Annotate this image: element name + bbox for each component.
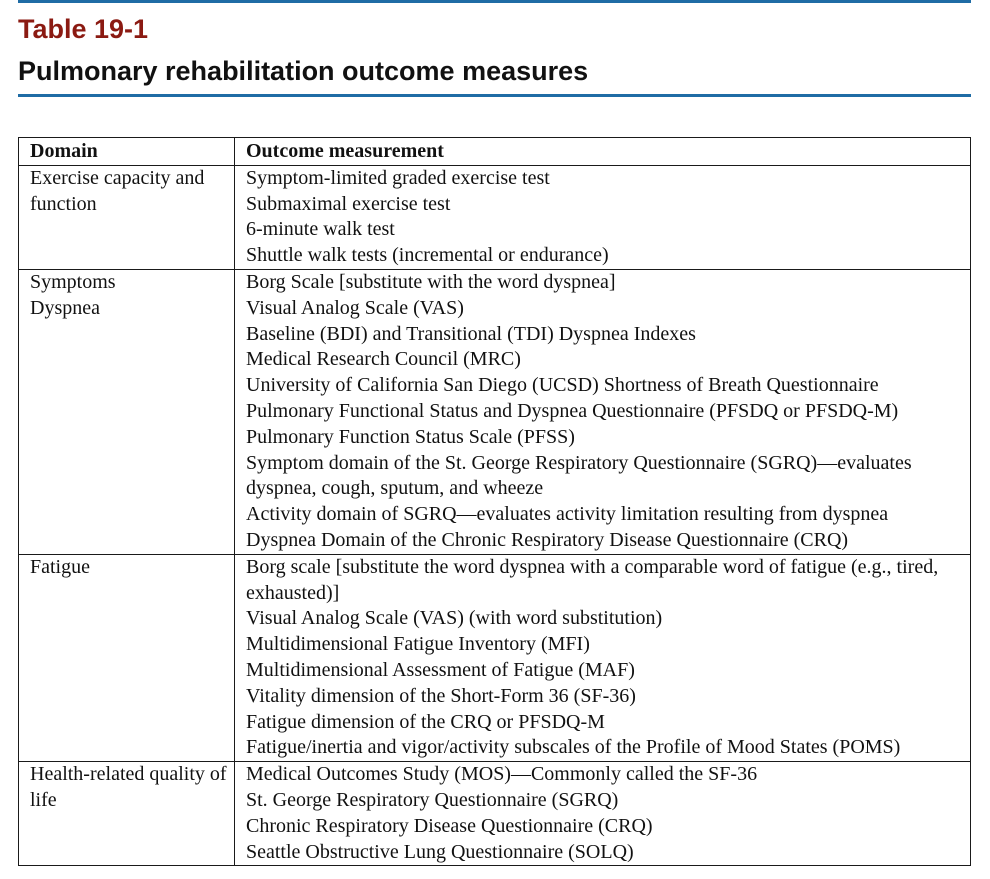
measures-cell: Symptom-limited graded exercise test Sub… [234,164,971,270]
measure-item: Medical Outcomes Study (MOS)—Commonly ca… [246,763,758,786]
domain-cell: Fatigue [18,553,235,763]
table-row: Exercise capacity and function Symptom-l… [18,164,971,270]
table-row: Fatigue Borg scale [substitute the word … [18,553,971,763]
table-header-row: Domain Outcome measurement [18,137,971,166]
measure-item: Submaximal exercise test [246,192,451,215]
measure-item: Chronic Respiratory Disease Questionnair… [246,814,653,837]
measure-item: Symptom-limited graded exercise test [246,166,550,189]
measure-item: Dyspnea Domain of the Chronic Respirator… [246,528,849,551]
domain-cell: Exercise capacity and function [18,164,235,270]
table-row: Symptoms Dyspnea Borg Scale [substitute … [18,268,971,555]
domain-label: Exercise capacity and function [30,166,205,215]
domain-sublabel: Dyspnea [30,296,100,319]
measure-item: Activity domain of SGRQ—evaluates activi… [246,503,889,526]
measure-item: Pulmonary Functional Status and Dyspnea … [246,399,899,422]
measure-item: Symptom domain of the St. George Respira… [246,451,912,500]
measure-item: University of California San Diego (UCSD… [246,374,879,397]
measure-item: Visual Analog Scale (VAS) [246,296,464,319]
measure-item: Pulmonary Function Status Scale (PFSS) [246,425,575,448]
measure-item: St. George Respiratory Questionnaire (SG… [246,788,619,811]
measures-cell: Borg scale [substitute the word dyspnea … [234,553,971,763]
table-title: Pulmonary rehabilitation outcome measure… [18,56,589,86]
measure-item: Fatigue dimension of the CRQ or PFSDQ-M [246,710,605,733]
title-rule [18,94,971,97]
domain-cell: Symptoms Dyspnea [18,268,235,555]
measure-item: Vitality dimension of the Short-Form 36 … [246,684,636,707]
measure-item: Shuttle walk tests (incremental or endur… [246,244,609,267]
measure-item: 6-minute walk test [246,218,395,241]
measure-item: Baseline (BDI) and Transitional (TDI) Dy… [246,322,696,345]
outcome-measures-table: Domain Outcome measurement Exercise capa… [18,137,971,867]
measure-item: Seattle Obstructive Lung Questionnaire (… [246,840,634,863]
measure-item: Borg Scale [substitute with the word dys… [246,270,616,293]
measure-item: Multidimensional Fatigue Inventory (MFI) [246,633,590,656]
measure-item: Medical Research Council (MRC) [246,348,521,371]
table-number-label: Table 19-1 [18,14,149,44]
column-header-outcome: Outcome measurement [234,137,971,166]
domain-label: Symptoms [30,270,116,293]
measures-cell: Medical Outcomes Study (MOS)—Commonly ca… [234,761,971,867]
measure-item: Borg scale [substitute the word dyspnea … [246,555,939,604]
top-rule [18,0,971,3]
domain-label: Fatigue [30,555,90,578]
column-header-domain: Domain [18,137,235,166]
measure-item: Fatigue/inertia and vigor/activity subsc… [246,736,901,759]
domain-cell: Health-related quality of life [18,761,235,867]
measure-item: Multidimensional Assessment of Fatigue (… [246,658,635,681]
measures-cell: Borg Scale [substitute with the word dys… [234,268,971,555]
table-row: Health-related quality of life Medical O… [18,761,971,867]
domain-label: Health-related quality of life [30,763,227,811]
measure-item: Visual Analog Scale (VAS) (with word sub… [246,607,663,630]
